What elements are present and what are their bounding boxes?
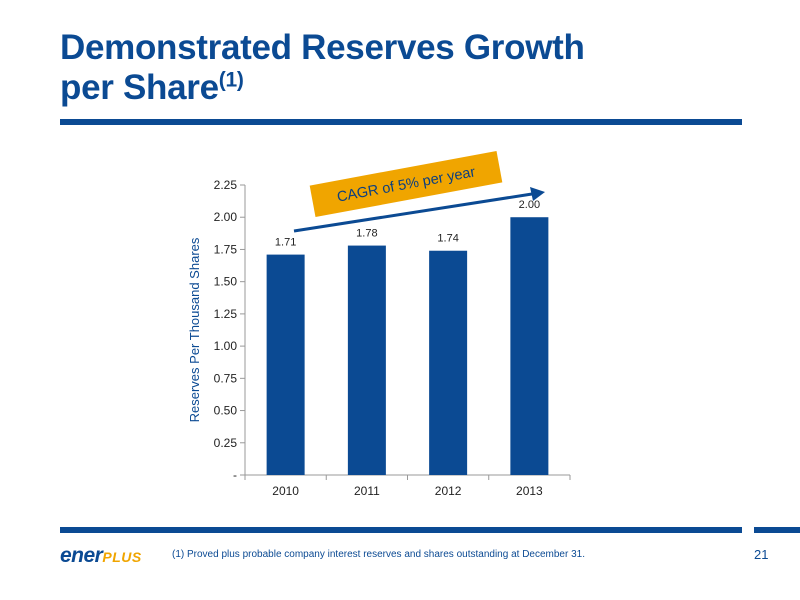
y-tick-label: 1.50	[214, 275, 238, 289]
y-tick-label: -	[233, 468, 237, 482]
y-tick-label: 1.00	[214, 339, 238, 353]
title-line-1: Demonstrated Reserves Growth	[60, 28, 585, 67]
data-labels: 1.71 1.78 1.74 2.00	[275, 199, 540, 248]
y-tick-label: 0.50	[214, 404, 238, 418]
bar	[347, 245, 386, 475]
x-tick-label: 2011	[354, 484, 380, 498]
cagr-callout-box	[309, 150, 503, 218]
y-tick-label: 2.25	[214, 178, 238, 192]
y-axis-title: Reserves Per Thousand Shares	[187, 237, 202, 422]
y-tick-label: 0.25	[214, 436, 238, 450]
y-axis: - 0.25 0.50 0.75 1.00 1.25 1.50 1.75 2.00 2.25	[214, 178, 246, 482]
slide-title: Demonstrated Reserves Growth per Share(1…	[60, 28, 585, 108]
bar	[266, 254, 305, 475]
y-tick-label: 1.75	[214, 242, 238, 256]
data-label: 1.74	[437, 233, 458, 245]
logo-text-ener: ener	[60, 544, 103, 567]
y-tick-label: 1.25	[214, 307, 238, 321]
x-tick-label: 2013	[516, 484, 543, 498]
footnote: (1) Proved plus probable company interes…	[172, 549, 586, 560]
x-tick-label: 2010	[272, 484, 299, 498]
y-tick-label: 2.00	[214, 210, 238, 224]
title-footnote-marker: (1)	[218, 68, 244, 92]
enerplus-logo: enerPLUS	[60, 544, 142, 568]
data-label: 2.00	[519, 199, 540, 211]
data-label: 1.78	[356, 228, 377, 240]
cagr-callout: CAGR of 5% per year	[309, 150, 503, 218]
bar-series	[266, 217, 549, 475]
x-tick-label: 2012	[435, 484, 462, 498]
bar	[510, 217, 549, 475]
bottom-divider	[60, 527, 742, 533]
title-line-2: per Share	[60, 68, 219, 107]
top-divider	[60, 119, 742, 125]
page-number: 21	[754, 547, 769, 562]
y-tick-label: 0.75	[214, 371, 238, 385]
data-label: 1.71	[275, 237, 296, 249]
logo-text-plus: PLUS	[102, 549, 142, 565]
trend-arrow	[293, 187, 545, 233]
x-axis: 2010 2011 2012 2013	[244, 474, 571, 498]
bar	[429, 250, 468, 475]
bottom-divider-tail	[754, 527, 800, 533]
